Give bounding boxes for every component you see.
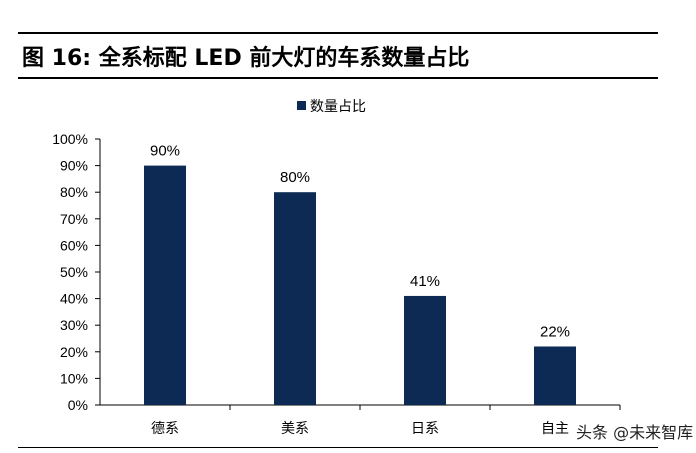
- y-tick-label: 40%: [60, 291, 88, 307]
- bar-自主: [534, 346, 576, 405]
- x-tick-label: 德系: [151, 421, 179, 437]
- bottom-rule: [18, 447, 658, 448]
- data-label: 80%: [280, 169, 310, 186]
- bar-日系: [404, 295, 446, 405]
- y-tick-label: 80%: [60, 184, 88, 200]
- watermark: 头条 @未来智库: [576, 423, 694, 442]
- bar-德系: [144, 165, 186, 405]
- title-rule: [18, 77, 658, 79]
- y-tick-label: 50%: [60, 264, 88, 280]
- y-tick-label: 10%: [60, 370, 88, 386]
- y-tick-label: 0%: [68, 397, 88, 413]
- legend-swatch: [297, 101, 306, 110]
- y-tick-label: 60%: [60, 237, 88, 253]
- x-tick-label: 日系: [411, 421, 439, 437]
- data-label: 41%: [410, 273, 440, 290]
- data-label: 22%: [540, 323, 570, 340]
- x-tick-label: 自主: [541, 421, 569, 437]
- y-tick-label: 90%: [60, 158, 88, 174]
- x-tick-label: 美系: [281, 421, 309, 437]
- legend-label: 数量占比: [310, 99, 366, 115]
- y-tick-label: 20%: [60, 344, 88, 360]
- bar-美系: [274, 192, 316, 405]
- y-tick-label: 70%: [60, 211, 88, 227]
- figure-title: 图 16: 全系标配 LED 前大灯的车系数量占比: [22, 46, 470, 71]
- data-label: 90%: [150, 143, 180, 160]
- y-tick-label: 30%: [60, 317, 88, 333]
- top-rule: [18, 32, 658, 34]
- y-tick-label: 100%: [52, 131, 88, 147]
